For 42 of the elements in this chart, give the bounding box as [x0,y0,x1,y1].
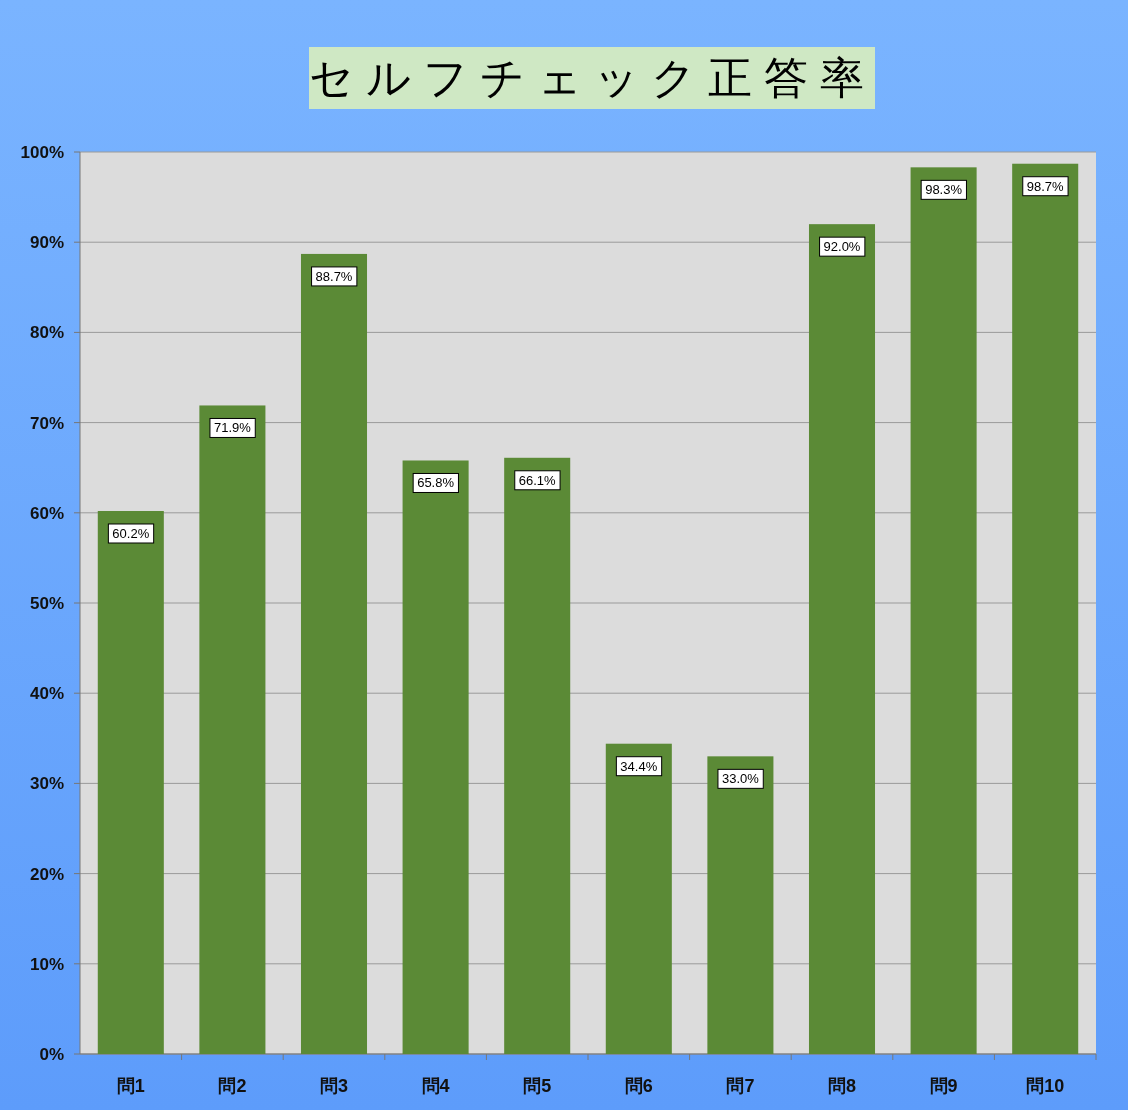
x-tick-label: 問1 [116,1076,145,1096]
bar [808,224,876,1054]
bar [707,756,774,1054]
data-label: 92.0% [823,239,861,255]
bar [504,457,571,1054]
x-tick-label: 問6 [624,1076,653,1096]
data-label: 33.0% [721,771,760,787]
x-tick-label: 問3 [319,1076,349,1096]
y-tick-label: 50% [29,594,64,613]
x-tick-label: 問7 [726,1076,755,1096]
data-label: 34.4% [620,758,658,774]
x-tick-label: 問9 [929,1076,958,1096]
bar [910,167,977,1054]
data-label: 71.9% [213,420,252,436]
data-label: 98.7% [1026,178,1065,194]
y-tick-label: 20% [29,864,64,884]
data-label: 66.1% [518,472,557,488]
x-tick-label: 問4 [421,1076,450,1096]
bar [300,253,368,1054]
data-label: 60.2% [112,526,150,541]
data-label: 98.3% [925,182,963,198]
data-label: 65.8% [417,475,455,491]
y-tick-label: 40% [29,684,64,704]
bar [199,405,266,1054]
y-tick-label: 80% [29,323,64,343]
y-tick-label: 70% [29,413,64,433]
chart-title: セルフチェック正答率 [308,53,876,102]
y-tick-label: 90% [29,233,64,253]
x-tick-label: 問5 [523,1076,552,1096]
data-label: 88.7% [315,268,353,284]
y-tick-label: 0% [39,1045,64,1064]
bar [1012,163,1079,1054]
bar [97,511,164,1054]
bar [402,460,469,1054]
x-tick-label: 問8 [827,1076,857,1096]
y-tick-label: 30% [29,774,64,794]
y-tick-label: 10% [29,954,64,974]
x-tick-label: 問2 [218,1076,247,1096]
bar [605,743,672,1054]
y-tick-label: 100% [20,143,64,162]
x-tick-label: 問10 [1026,1076,1065,1096]
y-tick-label: 60% [29,503,64,523]
